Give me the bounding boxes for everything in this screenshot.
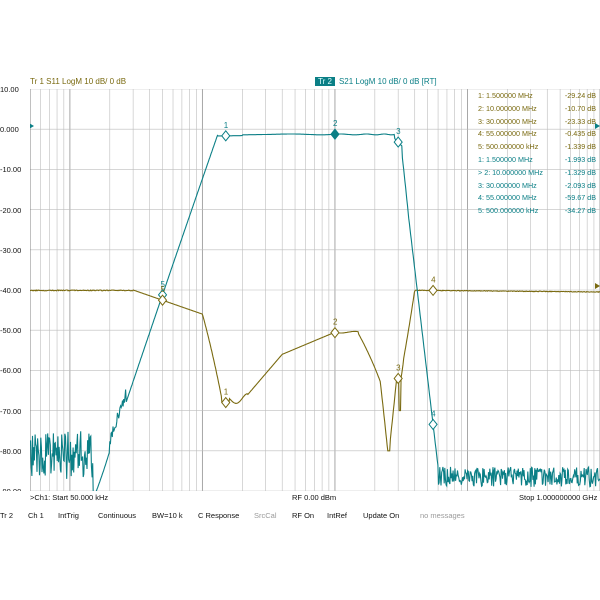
softkey-tr-2[interactable]: Tr 2 (0, 508, 13, 524)
marker-label: 1 (224, 388, 229, 397)
marker-freq: 3: 30.000000 MHz (478, 180, 537, 193)
marker-symbols: 1 234512345 (159, 119, 438, 429)
marker: 3 (394, 363, 402, 383)
softkey-no-messages[interactable]: no messages (420, 508, 465, 524)
softkey-ch-1[interactable]: Ch 1 (28, 508, 44, 524)
marker-row[interactable]: > 2: 10.000000 MHz -1.329 dB (478, 167, 596, 180)
marker-label: 2 (333, 119, 338, 128)
trace2-tag: Tr 2 (315, 77, 335, 86)
marker-row[interactable]: 1: 1.500000 MHz -1.993 dB (478, 154, 596, 167)
marker-freq: 4: 55.000000 MHz (478, 128, 537, 141)
marker-freq: 1: 1.500000 MHz (478, 90, 533, 103)
y-tick-label: -20.00 (0, 206, 28, 215)
marker-value: -0.435 dB (565, 128, 596, 141)
s11-ref-arrow-right (595, 283, 600, 289)
status-bar: >Ch1: Start 50.000 kHz RF 0.00 dBm Stop … (0, 491, 600, 505)
marker-row[interactable]: 4: 55.000000 MHz -0.435 dB (478, 128, 596, 141)
marker-value: -10.70 dB (565, 103, 596, 116)
softkey-srccal[interactable]: SrcCal (254, 508, 277, 524)
marker-value: -59.67 dB (565, 192, 596, 205)
vna-screen: Tr 1 S11 LogM 10 dB/ 0 dB Tr 2 S21 LogM 1… (0, 72, 600, 528)
y-tick-label: 0.000 (0, 125, 28, 134)
y-tick-label: -10.00 (0, 165, 28, 174)
marker: 3 (394, 127, 402, 147)
marker-row[interactable]: 5: 500.000000 kHz -1.339 dB (478, 141, 596, 154)
marker-label: 4 (431, 275, 436, 284)
trace2-header[interactable]: Tr 2 S21 LogM 10 dB/ 0 dB [RT] (315, 76, 437, 88)
marker-row[interactable]: 1: 1.500000 MHz -29.24 dB (478, 90, 596, 103)
marker-freq: 3: 30.000000 MHz (478, 116, 537, 129)
softkey-intref[interactable]: IntRef (327, 508, 347, 524)
y-tick-label: -60.00 (0, 366, 28, 375)
marker-freq: 2: 10.000000 MHz (478, 103, 537, 116)
marker-row[interactable]: 3: 30.000000 MHz -2.093 dB (478, 180, 596, 193)
marker-freq: > 2: 10.000000 MHz (478, 167, 543, 180)
marker-freq: 1: 1.500000 MHz (478, 154, 533, 167)
marker-value: -23.33 dB (565, 116, 596, 129)
marker-value: -29.24 dB (565, 90, 596, 103)
marker-label: 5 (161, 285, 166, 294)
marker: 4 (429, 409, 437, 429)
marker-value: -1.993 dB (565, 154, 596, 167)
softkey-bw-10-k[interactable]: BW=10 k (152, 508, 183, 524)
softkey-inttrig[interactable]: IntTrig (58, 508, 79, 524)
y-tick-label: -40.00 (0, 286, 28, 295)
marker: 2 (331, 318, 339, 338)
marker: 1 (222, 388, 230, 408)
softkey-continuous[interactable]: Continuous (98, 508, 136, 524)
marker: 4 (429, 275, 437, 295)
stop-freq[interactable]: Stop 1.000000000 GHz (519, 491, 597, 505)
trace1-header[interactable]: Tr 1 S11 LogM 10 dB/ 0 dB (30, 76, 126, 88)
marker-freq: 5: 500.000000 kHz (478, 205, 538, 218)
marker-label: 2 (333, 318, 338, 327)
softkey-update-on[interactable]: Update On (363, 508, 399, 524)
y-tick-label: -80.00 (0, 447, 28, 456)
softkey-bar: Tr 2 Ch 1 IntTrig Continuous BW=10 k C Respon… (0, 508, 600, 524)
rf-power[interactable]: RF 0.00 dBm (292, 491, 336, 505)
marker-table: 1: 1.500000 MHz -29.24 dB 2: 10.000000 MHz… (478, 90, 596, 218)
start-freq[interactable]: >Ch1: Start 50.000 kHz (30, 491, 108, 505)
y-tick-label: -70.00 (0, 407, 28, 416)
y-tick-label: 10.00 (0, 85, 28, 94)
marker-label: 3 (396, 127, 401, 136)
marker-value: -1.329 dB (565, 167, 596, 180)
marker-value: -1.339 dB (565, 141, 596, 154)
marker-value: -34.27 dB (565, 205, 596, 218)
marker-row[interactable]: 2: 10.000000 MHz -10.70 dB (478, 103, 596, 116)
marker-freq: 4: 55.000000 MHz (478, 192, 537, 205)
softkey-c-response[interactable]: C Response (198, 508, 239, 524)
y-tick-label: -30.00 (0, 246, 28, 255)
s21-ref-arrow (30, 123, 34, 129)
marker-label: 4 (431, 409, 436, 418)
softkey-rf-on[interactable]: RF On (292, 508, 314, 524)
marker-row[interactable]: 3: 30.000000 MHz -23.33 dB (478, 116, 596, 129)
y-tick-label: -50.00 (0, 326, 28, 335)
marker-value: -2.093 dB (565, 180, 596, 193)
marker-row[interactable]: 4: 55.000000 MHz -59.67 dB (478, 192, 596, 205)
trace2-label: S21 LogM 10 dB/ 0 dB [RT] (339, 77, 437, 86)
marker-label: 3 (396, 363, 401, 372)
marker-row[interactable]: 5: 500.000000 kHz -34.27 dB (478, 205, 596, 218)
marker-label: 1 (224, 121, 229, 130)
marker: 1 (222, 121, 230, 141)
marker-freq: 5: 500.000000 kHz (478, 141, 538, 154)
